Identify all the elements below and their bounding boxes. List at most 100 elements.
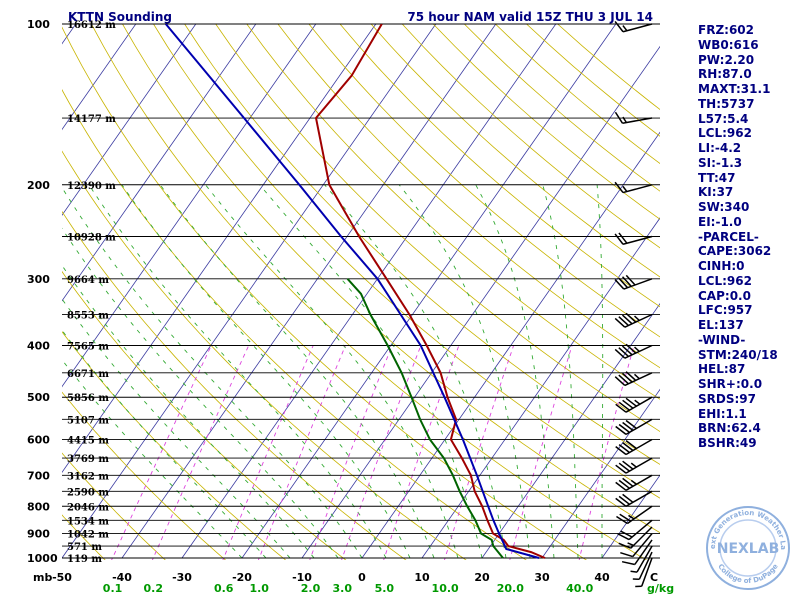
temperature-tick-label: -20: [232, 571, 252, 584]
isotherm-line: [241, 24, 617, 559]
wind-barb-staff: [625, 457, 653, 474]
mixing-ratio-tick-label: 5.0: [375, 582, 395, 595]
wind-barb-half-flag: [630, 479, 637, 485]
sounding-index-item: L57:5.4: [698, 111, 749, 126]
sounding-index-item: SI:-1.3: [698, 155, 743, 170]
wind-barb-staff: [624, 344, 653, 359]
moist-adiabat-line: [475, 184, 555, 559]
wind-barb: [615, 457, 653, 474]
wind-barb: [614, 111, 653, 124]
wind-barb-flag: [615, 464, 627, 474]
wind-barb-flag: [618, 277, 629, 289]
wind-barb-flag: [625, 312, 637, 323]
isotherm-line: [541, 388, 660, 559]
isotherm-line: [361, 131, 660, 559]
moist-adiabat-line: [159, 184, 435, 559]
dry-adiabat-line: [62, 452, 166, 560]
dry-adiabat-line: [62, 210, 407, 560]
temperature-tick-label: 40: [594, 571, 610, 584]
sounding-index-item: SHR+:0.0: [698, 377, 763, 391]
pressure-tick-label: 900: [27, 528, 50, 541]
isotherm-line: [421, 217, 660, 559]
dry-adiabat-line: [153, 24, 660, 499]
height-label: 1042 m: [67, 530, 109, 541]
sounding-index-item: CINH:0: [698, 259, 745, 273]
sounding-index-item: CAP:0.0: [698, 288, 751, 303]
pressure-tick-label: 700: [27, 469, 50, 482]
mixing-ratio-tick-label: 3.0: [333, 582, 353, 595]
wind-barb-flag: [615, 425, 627, 435]
sounding-index-item: -WIND-: [698, 332, 746, 347]
mixing-ratio-tick-label: 0.1: [103, 582, 123, 595]
wind-barb-flag: [625, 343, 637, 354]
wind-barb-flag: [625, 440, 637, 450]
mixing-ratio-line: [509, 345, 573, 560]
height-label: 5856 m: [67, 393, 109, 404]
mixing-ratio-line: [383, 345, 460, 560]
temperature-tick-label: -40: [112, 571, 132, 584]
sounding-index-item: -PARCEL-: [698, 229, 759, 244]
height-label: 119 m: [67, 554, 102, 565]
sounding-profiles: [165, 24, 546, 559]
wind-barb-flag: [622, 442, 634, 452]
station-title: KTTN Sounding: [68, 10, 172, 24]
wind-barb-staff: [636, 545, 653, 573]
sounding-index-item: SW:340: [698, 200, 750, 214]
pressure-tick-label: 1000: [27, 552, 58, 565]
sounding-index-item: MAXT:31.1: [698, 82, 771, 96]
moist-adiabat-line: [62, 264, 315, 559]
dry-adiabat-line: [401, 24, 660, 249]
wind-barb: [618, 526, 653, 549]
pressure-tick-label: 300: [27, 273, 50, 286]
mixing-ratio-line: [111, 345, 212, 560]
isotherm-line: [62, 24, 197, 216]
mixing-ratio-line: [257, 345, 346, 560]
sounding-index-item: LFC:957: [698, 303, 753, 318]
temperature-tick-label: 0: [358, 571, 366, 584]
dry-adiabat-line: [246, 24, 660, 400]
wind-barb-half-flag: [630, 462, 637, 468]
dry-adiabat-line: [91, 24, 648, 560]
wind-barb-flag: [614, 348, 626, 359]
wind-barb: [614, 343, 653, 359]
height-label: 16612 m: [67, 20, 116, 31]
height-label: 7565 m: [67, 342, 109, 353]
wind-barb-flag: [617, 532, 630, 541]
height-label: 8553 m: [67, 311, 109, 322]
isotherm-line: [121, 24, 497, 559]
isotherm-line: [62, 24, 317, 388]
wind-barb-flag: [625, 419, 637, 429]
wind-barb-staff: [622, 23, 653, 33]
isotherm-line: [62, 24, 137, 131]
dry-adiabat-line: [370, 24, 660, 278]
wind-barb-staff: [625, 474, 653, 491]
wind-barb-flag: [618, 316, 629, 327]
wind-barb: [616, 505, 653, 525]
dry-adiabat-line: [308, 24, 660, 338]
isotherm-line: [481, 303, 660, 559]
wind-barb-flag: [614, 376, 626, 387]
wind-barb-staff: [630, 526, 653, 549]
sounding-indices-list: FRZ:602 WB0:616 PW:2.20 RH:87.0 MAXT:31.1 TH:…: [698, 23, 778, 451]
mixing-ratio-tick-label: 2.0: [301, 582, 321, 595]
wind-barb-flag: [615, 403, 627, 413]
height-label: 9664 m: [67, 275, 109, 286]
wind-barb-flag: [621, 372, 633, 383]
logo-wordmark: NEXLAB: [717, 541, 780, 557]
dewpoint-profile: [346, 278, 504, 559]
wind-barb-staff: [625, 418, 653, 436]
moist-adiabat-line: [398, 184, 531, 559]
wind-barb-staff: [622, 184, 653, 194]
pressure-tick-label: 600: [27, 434, 50, 447]
wind-barb: [614, 371, 653, 387]
wind-barb-flag: [616, 515, 628, 525]
wind-barb-flag: [614, 111, 624, 124]
height-label: 5107 m: [67, 415, 109, 426]
isobars: [62, 23, 660, 559]
temperature-tick-label: -30: [172, 571, 192, 584]
isotherm-line: [301, 45, 660, 559]
wind-barb-half-flag: [632, 578, 640, 581]
wind-barb-flag: [622, 477, 634, 487]
wind-barb: [614, 312, 653, 328]
sounding-index-item: EL:137: [698, 318, 744, 332]
